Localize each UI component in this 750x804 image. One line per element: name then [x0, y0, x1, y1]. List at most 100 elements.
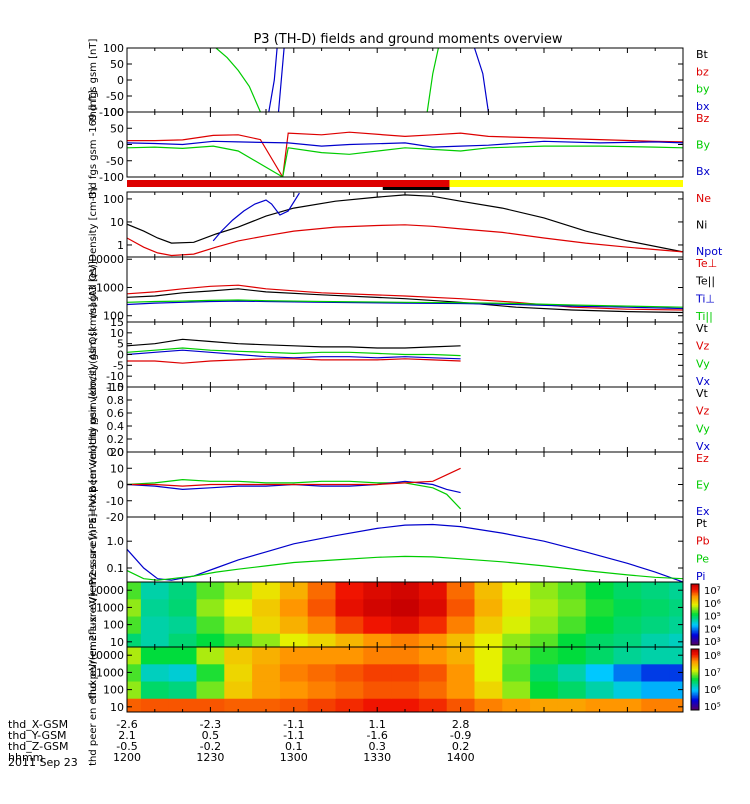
y-tick-label: 20 [110, 446, 124, 459]
y-tick-label: -5 [113, 359, 124, 372]
heatmap-cell [585, 647, 614, 665]
heatmap-cell [391, 647, 420, 665]
date-label: 2011 Sep 23 [8, 756, 78, 769]
y-axis-label: thd peer en eflux eV/(cm2-s-sr-eV) [88, 593, 99, 766]
legend-item: Vy [696, 357, 710, 370]
series-group [127, 523, 683, 582]
heatmap-cell [557, 598, 587, 617]
colorbar-step [691, 703, 699, 706]
heatmap-cell [474, 681, 503, 699]
heatmap-cell [418, 616, 448, 634]
colorbar-step [691, 674, 699, 677]
legend-item: Ne [696, 192, 711, 205]
bottom-tick-label: 0.5 [202, 729, 220, 742]
heatmap-cell [530, 647, 559, 665]
series-group [127, 192, 683, 257]
colorbar-step [691, 687, 699, 690]
heatmap-cell [557, 681, 587, 699]
heatmap-cell [307, 582, 336, 600]
y-tick-label: 10 [110, 216, 124, 229]
colorbar-step [691, 632, 699, 635]
status-segment [449, 180, 683, 187]
panel-frame [126, 111, 684, 178]
series-line-Ni [127, 194, 683, 253]
status-black-segment [382, 187, 450, 190]
colorbar-step [691, 688, 699, 691]
colorbar-step [691, 661, 699, 664]
y-axis-label: Pressure [nPa] [88, 514, 99, 586]
bottom-tick-label: 1230 [196, 751, 224, 764]
panel-frame [126, 386, 684, 453]
colorbar-step [691, 694, 699, 697]
colorbar-step [691, 671, 699, 674]
colorbar-tick-label: 10⁷ [704, 668, 721, 679]
chart-title: P3 (TH-D) fields and ground moments over… [253, 32, 562, 47]
y-tick-label: 1.0 [107, 381, 125, 394]
colorbar-step [691, 656, 699, 659]
y-tick-label: 50 [110, 122, 124, 135]
heatmap-cell [168, 698, 197, 712]
series-line-Vx [127, 349, 461, 360]
y-tick-label: 10000 [89, 584, 124, 597]
y-tick-label: 100 [103, 106, 124, 119]
heatmap-cell [196, 582, 225, 600]
heatmap-cell [196, 616, 225, 634]
heatmap-cells [127, 582, 683, 647]
series-line-bx [268, 48, 278, 112]
heatmap-cell [196, 633, 225, 647]
heatmap-cell [585, 663, 614, 682]
heatmap-cell [335, 663, 364, 682]
heatmap-cell [168, 616, 197, 634]
colorbar-frame [690, 648, 700, 711]
y-tick-label: 10000 [89, 253, 124, 266]
colorbar: 10⁸ 10⁷ 10⁶ 10⁵ [690, 648, 721, 713]
y-tick-label: 0 [117, 479, 124, 492]
heatmap-cell [391, 633, 420, 647]
heatmap-cell [307, 663, 336, 682]
heatmap-cell [224, 663, 253, 682]
y-tick-label: 0.8 [107, 394, 125, 407]
heatmap-cell [196, 681, 225, 699]
heatmap-cell [585, 582, 614, 600]
colorbar-step [691, 693, 699, 696]
heatmap-cell [279, 616, 309, 634]
colorbar-step [691, 691, 699, 694]
heatmap-cell [363, 598, 392, 617]
heatmap-cell [363, 663, 392, 682]
y-tick-label: 100 [103, 619, 124, 632]
y-tick-label: -20 [106, 511, 124, 524]
series-line-by [215, 48, 261, 112]
heatmap-cell [168, 633, 197, 647]
bottom-row-label: hhmm [8, 751, 43, 764]
heatmap-cell [418, 598, 448, 617]
legend-item: Vt [696, 387, 709, 400]
series-line-Ti⊥ [127, 300, 683, 310]
heatmap-cell [127, 598, 142, 617]
panel-7: 20 10 0 -10 -20 E=-VxB [mV/m] Ez Ey Ex [88, 445, 710, 524]
y-axis-label: thd peir en eflux eV/(cm2-s-sr-eV) [88, 530, 99, 699]
y-tick-label: -15 [106, 381, 124, 394]
colorbar-step [691, 587, 699, 590]
heatmap-cell [279, 582, 309, 600]
heatmap-cell [252, 582, 281, 600]
colorbar-step [691, 662, 699, 665]
heatmap-cell [502, 663, 531, 682]
colorbar-step [691, 658, 699, 661]
y-tick-label: 1000 [96, 601, 124, 614]
colorbar-tick-label: 10⁴ [704, 624, 721, 635]
series-line-Te⊥ [127, 284, 683, 311]
colorbar-step [691, 611, 699, 614]
heatmap-cell [530, 633, 559, 647]
colorbar-step [691, 655, 699, 658]
heatmap-cell [502, 582, 531, 600]
series-line-Ti|| [127, 299, 683, 308]
heatmap-cell [446, 681, 475, 699]
heatmap-cell [613, 647, 642, 665]
heatmap-cell [446, 647, 475, 665]
colorbar-step [691, 609, 699, 612]
heatmap-cell [502, 633, 531, 647]
colorbar-step [691, 676, 699, 679]
heatmap-cell [196, 647, 225, 665]
